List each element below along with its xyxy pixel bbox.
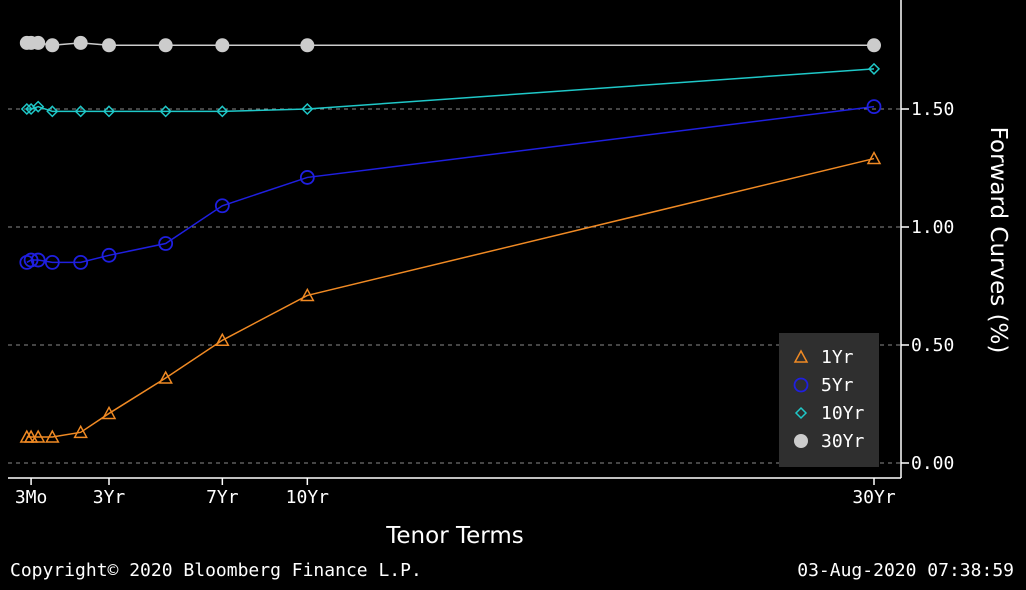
x-tick-label: 3Yr [93, 487, 126, 508]
series-line-10yr [26, 68, 875, 113]
data-point-1yr [101, 405, 117, 420]
data-point-30yr [73, 35, 88, 50]
series-10yr [20, 62, 881, 118]
legend-label-10yr: 10Yr [821, 403, 865, 424]
data-point-10yr [102, 105, 116, 118]
series-line-1yr [26, 157, 875, 438]
data-point-1yr [30, 429, 46, 443]
y-tick-label: 1.50 [911, 99, 954, 120]
legend-marker-1yr [793, 349, 809, 363]
series-1yr [19, 150, 882, 443]
data-point-10yr [867, 62, 881, 75]
copyright-text: Copyright© 2020 Bloomberg Finance L.P. [10, 560, 422, 581]
data-point-5yr [44, 254, 60, 270]
data-point-1yr [23, 429, 39, 443]
series-line-5yr [26, 105, 875, 264]
data-point-10yr [216, 105, 229, 118]
y-tick-label: 0.50 [911, 335, 954, 356]
data-point-10yr [74, 105, 87, 118]
legend-marker-30yr [794, 434, 808, 448]
data-point-10yr [20, 102, 33, 116]
y-axis-title: Forward Curves (%) [985, 127, 1011, 354]
data-point-5yr [214, 198, 230, 214]
data-point-30yr [158, 38, 173, 53]
data-point-5yr [23, 252, 39, 268]
x-tick-label: 30Yr [852, 487, 896, 508]
legend-label-30yr: 30Yr [821, 431, 865, 452]
data-point-10yr [301, 102, 314, 116]
legend-label-1yr: 1Yr [821, 347, 854, 368]
grid-layer [8, 108, 901, 464]
data-point-1yr [215, 332, 230, 347]
data-point-10yr [46, 105, 59, 118]
series-30yr [19, 35, 881, 53]
y-tick-label: 0.00 [911, 453, 954, 474]
x-tick-label: 7Yr [206, 487, 239, 508]
data-point-5yr [866, 99, 882, 115]
data-point-5yr [30, 252, 46, 268]
data-point-10yr [159, 105, 172, 118]
data-point-1yr [866, 150, 882, 165]
legend-label-5yr: 5Yr [821, 375, 854, 396]
data-point-1yr [45, 429, 60, 443]
data-point-5yr [158, 236, 174, 251]
y-tick-label: 1.00 [911, 217, 954, 238]
data-point-1yr [300, 287, 315, 302]
data-point-1yr [73, 424, 88, 439]
data-point-5yr [101, 247, 117, 263]
series-layer [19, 35, 882, 443]
data-point-30yr [102, 38, 116, 53]
legend: 1Yr 5Yr 10Yr 30Yr [779, 333, 879, 467]
timestamp-text: 03-Aug-2020 07:38:59 [797, 560, 1014, 581]
data-point-30yr [867, 38, 881, 53]
data-point-30yr [31, 35, 46, 50]
data-point-1yr [158, 370, 173, 384]
data-point-10yr [32, 100, 45, 113]
x-tick-label: 10Yr [286, 487, 330, 508]
series-line-30yr [26, 42, 874, 47]
data-point-5yr [299, 170, 315, 185]
axis-layer: 0.00 0.50 1.00 1.50 3Mo 3Yr 7Yr 10Yr 30Yr [8, 0, 954, 508]
x-tick-label: 3Mo [15, 487, 48, 508]
data-point-30yr [215, 38, 230, 53]
legend-marker-10yr [794, 406, 808, 420]
legend-marker-5yr [793, 377, 809, 393]
data-point-30yr [300, 38, 315, 53]
data-point-30yr [45, 38, 60, 53]
series-5yr [19, 99, 882, 270]
data-point-5yr [73, 254, 89, 270]
x-axis-title: Tenor Terms [385, 523, 523, 549]
